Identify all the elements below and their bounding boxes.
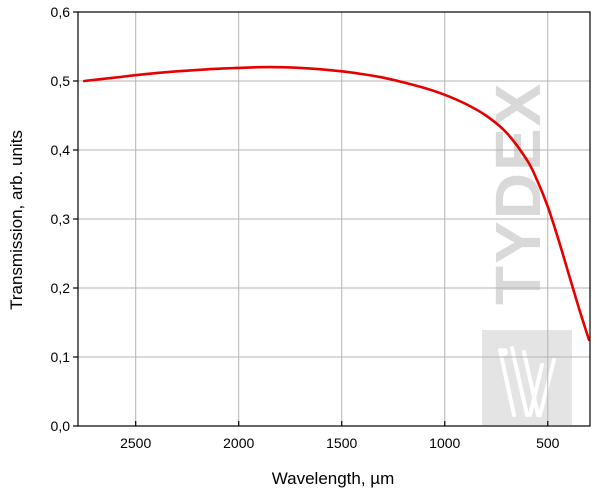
labels: Wavelength, µm Transmission, arb. units (7, 130, 394, 488)
x-axis-title: Wavelength, µm (272, 469, 395, 488)
y-tick-label: 0,4 (51, 142, 71, 158)
x-tick-label: 500 (536, 435, 560, 451)
series-layer (82, 65, 591, 342)
x-tick-label: 2500 (120, 435, 151, 451)
axes: 2500 2000 1500 1000 500 0,0 0,1 0,2 0,3 0,4 0,5 0,6 (51, 4, 591, 451)
watermark-logo (482, 330, 572, 425)
x-tick-label: 1500 (326, 435, 357, 451)
transmission-series-line (82, 65, 591, 342)
watermark: TYDEX (482, 82, 572, 425)
plot-frame (77, 11, 591, 427)
y-tick-label: 0,2 (51, 280, 71, 296)
y-axis-title: Transmission, arb. units (7, 130, 26, 310)
y-tick-label: 0,1 (51, 349, 71, 365)
x-tick-label: 1000 (429, 435, 460, 451)
y-tick-label: 0,3 (51, 211, 71, 227)
y-tick-label: 0,0 (51, 418, 71, 434)
grid (78, 12, 590, 426)
y-tick-label: 0,5 (51, 73, 71, 89)
x-tick-label: 2000 (223, 435, 254, 451)
y-tick-label: 0,6 (51, 4, 71, 20)
